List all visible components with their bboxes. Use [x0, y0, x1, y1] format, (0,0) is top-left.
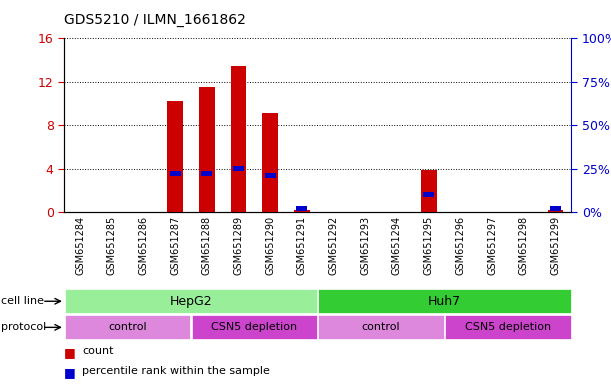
Bar: [192, 315, 317, 339]
Text: Huh7: Huh7: [428, 295, 461, 308]
Bar: [230, 66, 246, 212]
Bar: [318, 315, 444, 339]
Text: HepG2: HepG2: [170, 295, 212, 308]
Bar: [265, 173, 276, 178]
Text: GDS5210 / ILMN_1661862: GDS5210 / ILMN_1661862: [64, 13, 246, 27]
Text: count: count: [82, 346, 114, 356]
Bar: [547, 210, 563, 212]
Text: ■: ■: [64, 366, 76, 379]
Bar: [169, 171, 181, 176]
Bar: [294, 210, 310, 212]
Text: percentile rank within the sample: percentile rank within the sample: [82, 366, 270, 376]
Text: ■: ■: [64, 346, 76, 359]
Bar: [65, 289, 317, 313]
Text: protocol: protocol: [1, 322, 46, 333]
Bar: [262, 113, 278, 212]
Text: control: control: [362, 322, 400, 333]
Bar: [318, 289, 571, 313]
Bar: [201, 171, 213, 176]
Bar: [199, 87, 214, 212]
Bar: [296, 206, 307, 211]
Bar: [167, 101, 183, 212]
Text: cell line: cell line: [1, 296, 44, 306]
Text: control: control: [108, 322, 147, 333]
Bar: [233, 166, 244, 171]
Bar: [65, 315, 190, 339]
Text: CSN5 depletion: CSN5 depletion: [465, 322, 551, 333]
Bar: [550, 206, 561, 211]
Text: CSN5 depletion: CSN5 depletion: [211, 322, 298, 333]
Bar: [423, 192, 434, 197]
Bar: [421, 170, 437, 212]
Bar: [445, 315, 571, 339]
